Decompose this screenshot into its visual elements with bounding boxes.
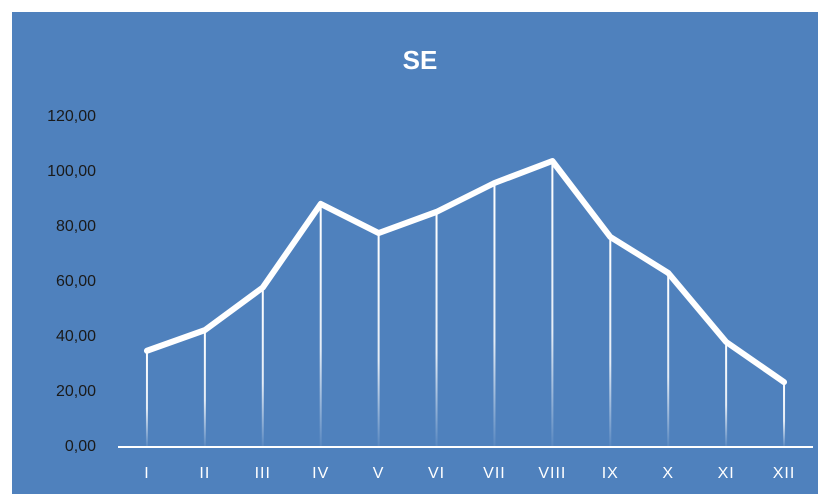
drop-line [667,272,670,447]
x-tick-label: I [144,465,149,482]
x-tick-label: V [373,465,385,482]
x-tick-label: IX [602,465,619,482]
drop-line [319,203,322,447]
chart-background [12,12,818,494]
x-tick-label: X [662,465,674,482]
drop-line [493,183,496,447]
chart-title: SE [403,45,438,75]
x-tick-label: VIII [538,465,566,482]
drop-line [609,236,612,447]
y-tick-label: 40,00 [56,328,96,345]
x-tick-label: VI [428,465,445,482]
y-tick-label: 0,00 [65,438,96,455]
x-tick-label: XI [718,465,735,482]
y-tick-label: 80,00 [56,218,96,235]
drop-line [725,341,728,447]
x-tick-label: II [199,465,210,482]
y-tick-label: 120,00 [47,108,96,125]
x-tick-label: XII [773,465,796,482]
y-tick-label: 20,00 [56,383,96,400]
x-tick-label: IV [312,465,329,482]
drop-line [261,287,264,447]
drop-line [203,330,206,447]
y-tick-label: 100,00 [47,163,96,180]
drop-line [377,233,380,447]
drop-line [435,211,438,447]
drop-line [783,382,786,447]
line [143,158,788,386]
x-tick-label: III [255,465,271,482]
drop-line [551,161,554,447]
drop-line [145,350,148,447]
x-tick-label: VII [483,465,506,482]
y-tick-label: 60,00 [56,273,96,290]
